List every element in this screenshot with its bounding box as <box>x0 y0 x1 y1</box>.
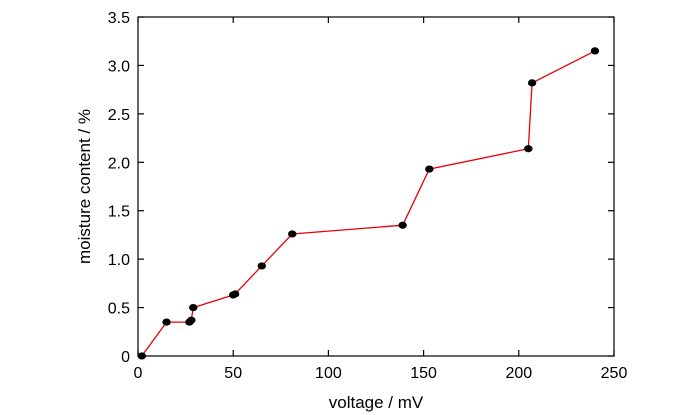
data-point <box>527 79 537 87</box>
data-point <box>590 47 600 55</box>
x-tick-label: 50 <box>224 365 242 382</box>
data-point <box>398 221 407 229</box>
y-tick-label: 3.0 <box>108 58 130 75</box>
series-line <box>141 50 596 357</box>
x-axis-label: voltage / mV <box>329 393 424 412</box>
data-point <box>288 230 297 238</box>
y-tick-label: 0 <box>121 349 130 366</box>
data-point <box>137 352 147 360</box>
plot-border <box>137 16 615 357</box>
y-tick-label: 1.0 <box>108 252 130 269</box>
y-tick-label: 0.5 <box>108 301 130 318</box>
x-tick-label: 200 <box>505 365 532 382</box>
axis-ticks: 0 50 100 150 200 250 0 0.5 1.0 1.5 2.0 2.5 3.0 3.5 <box>108 10 628 382</box>
plot-area <box>137 16 615 357</box>
y-tick-label: 2.5 <box>108 107 130 124</box>
data-point <box>425 165 434 173</box>
y-axis-label: moisture content / % <box>75 109 94 264</box>
x-tick-label: 100 <box>315 365 342 382</box>
data-point <box>230 290 240 298</box>
x-tick-label: 150 <box>410 365 437 382</box>
data-point <box>162 318 171 326</box>
y-tick-label: 1.5 <box>108 204 130 221</box>
data-point <box>524 145 533 153</box>
x-tick-label: 0 <box>134 365 143 382</box>
y-tick-label: 2.0 <box>108 155 130 172</box>
x-tick-label: 250 <box>601 365 628 382</box>
data-point <box>187 316 196 324</box>
data-series <box>137 47 600 360</box>
y-tick-label: 3.5 <box>108 10 130 27</box>
data-point <box>189 303 198 312</box>
data-point <box>257 262 266 270</box>
